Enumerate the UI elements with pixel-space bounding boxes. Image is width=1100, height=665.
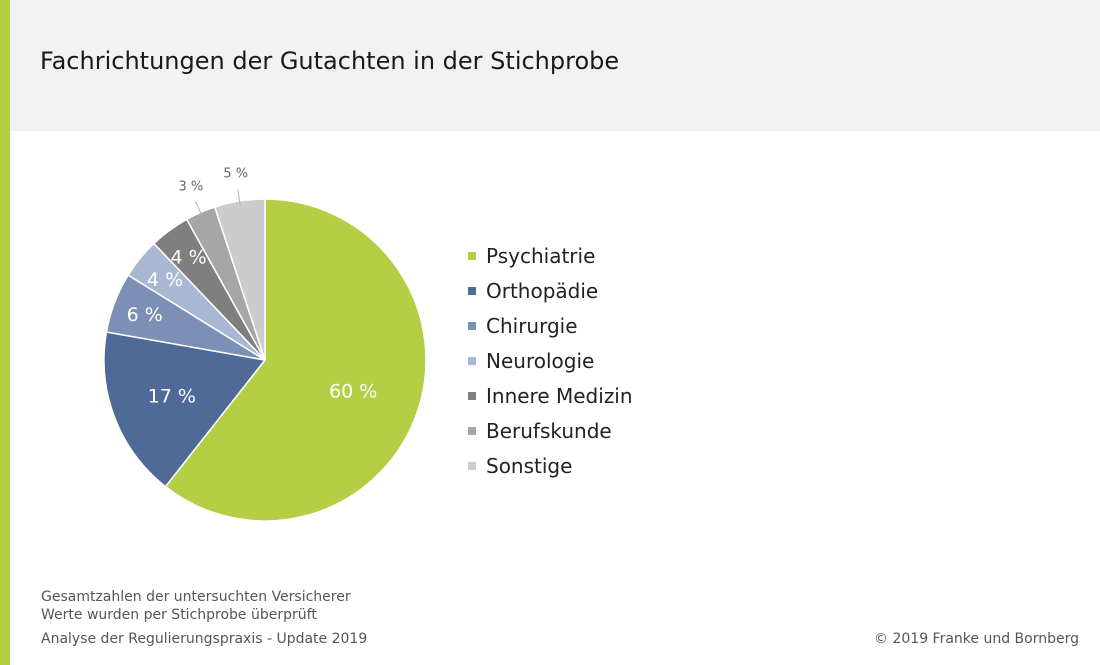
footer-source: Analyse der Regulierungspraxis - Update …: [41, 631, 368, 647]
legend-item-psychiatrie: Psychiatrie: [468, 238, 633, 273]
slice-label-chirurgie: 6 %: [127, 304, 163, 326]
slice-label-psychiatrie: 60 %: [329, 381, 377, 403]
slice-label-sonstige: 5 %: [223, 166, 248, 181]
legend-swatch: [468, 391, 476, 400]
legend-label: Sonstige: [486, 453, 573, 478]
footer-copyright: © 2019 Franke und Bornberg: [874, 631, 1079, 647]
legend-label: Berufskunde: [486, 418, 612, 443]
leader-line-sonstige: [237, 189, 241, 207]
legend-item-chirurgie: Chirurgie: [468, 308, 633, 343]
legend-swatch: [468, 286, 476, 295]
legend-label: Neurologie: [486, 348, 595, 373]
header-band: Fachrichtungen der Gutachten in der Stic…: [10, 0, 1100, 131]
legend-item-berufskunde: Berufskunde: [468, 413, 633, 448]
legend-item-orthopaedie: Orthopädie: [468, 273, 633, 308]
footer-note-line1: Gesamtzahlen der untersuchten Versichere…: [41, 589, 351, 605]
slice-label-berufskunde: 3 %: [178, 180, 203, 195]
pie-chart: 60 % 17 % 6 % 4 %4 % 3 % 5 %: [103, 166, 427, 522]
pie-slice-psychiatrie: [164, 198, 427, 522]
legend-label: Orthopädie: [486, 278, 599, 303]
slice-label-neurologie: 4 %: [147, 269, 183, 291]
chart-title: Fachrichtungen der Gutachten in der Stic…: [40, 47, 620, 75]
legend-swatch: [468, 356, 476, 365]
leader-line-berufskunde: [195, 201, 203, 218]
legend-swatch: [468, 321, 476, 330]
legend-label: Chirurgie: [486, 313, 578, 338]
legend-label: Innere Medizin: [486, 383, 633, 408]
accent-bar: [0, 0, 10, 665]
pie-slice-orthopaedie: [103, 331, 267, 488]
slice-label-orthopaedie: 17 %: [148, 386, 196, 408]
slice-label-innere-medizin: 4 %: [171, 246, 207, 268]
legend-item-sonstige: Sonstige: [468, 448, 633, 483]
legend-swatch: [468, 251, 476, 260]
legend-label: Psychiatrie: [486, 243, 596, 268]
legend-item-neurologie: Neurologie: [468, 343, 633, 378]
legend: Psychiatrie Orthopädie Chirurgie Neurologie…: [468, 238, 633, 483]
footer-note-line2: Werte wurden per Stichprobe überprüft: [41, 607, 317, 623]
legend-swatch: [468, 426, 476, 435]
legend-swatch: [468, 461, 476, 470]
legend-item-innere-medizin: Innere Medizin: [468, 378, 633, 413]
